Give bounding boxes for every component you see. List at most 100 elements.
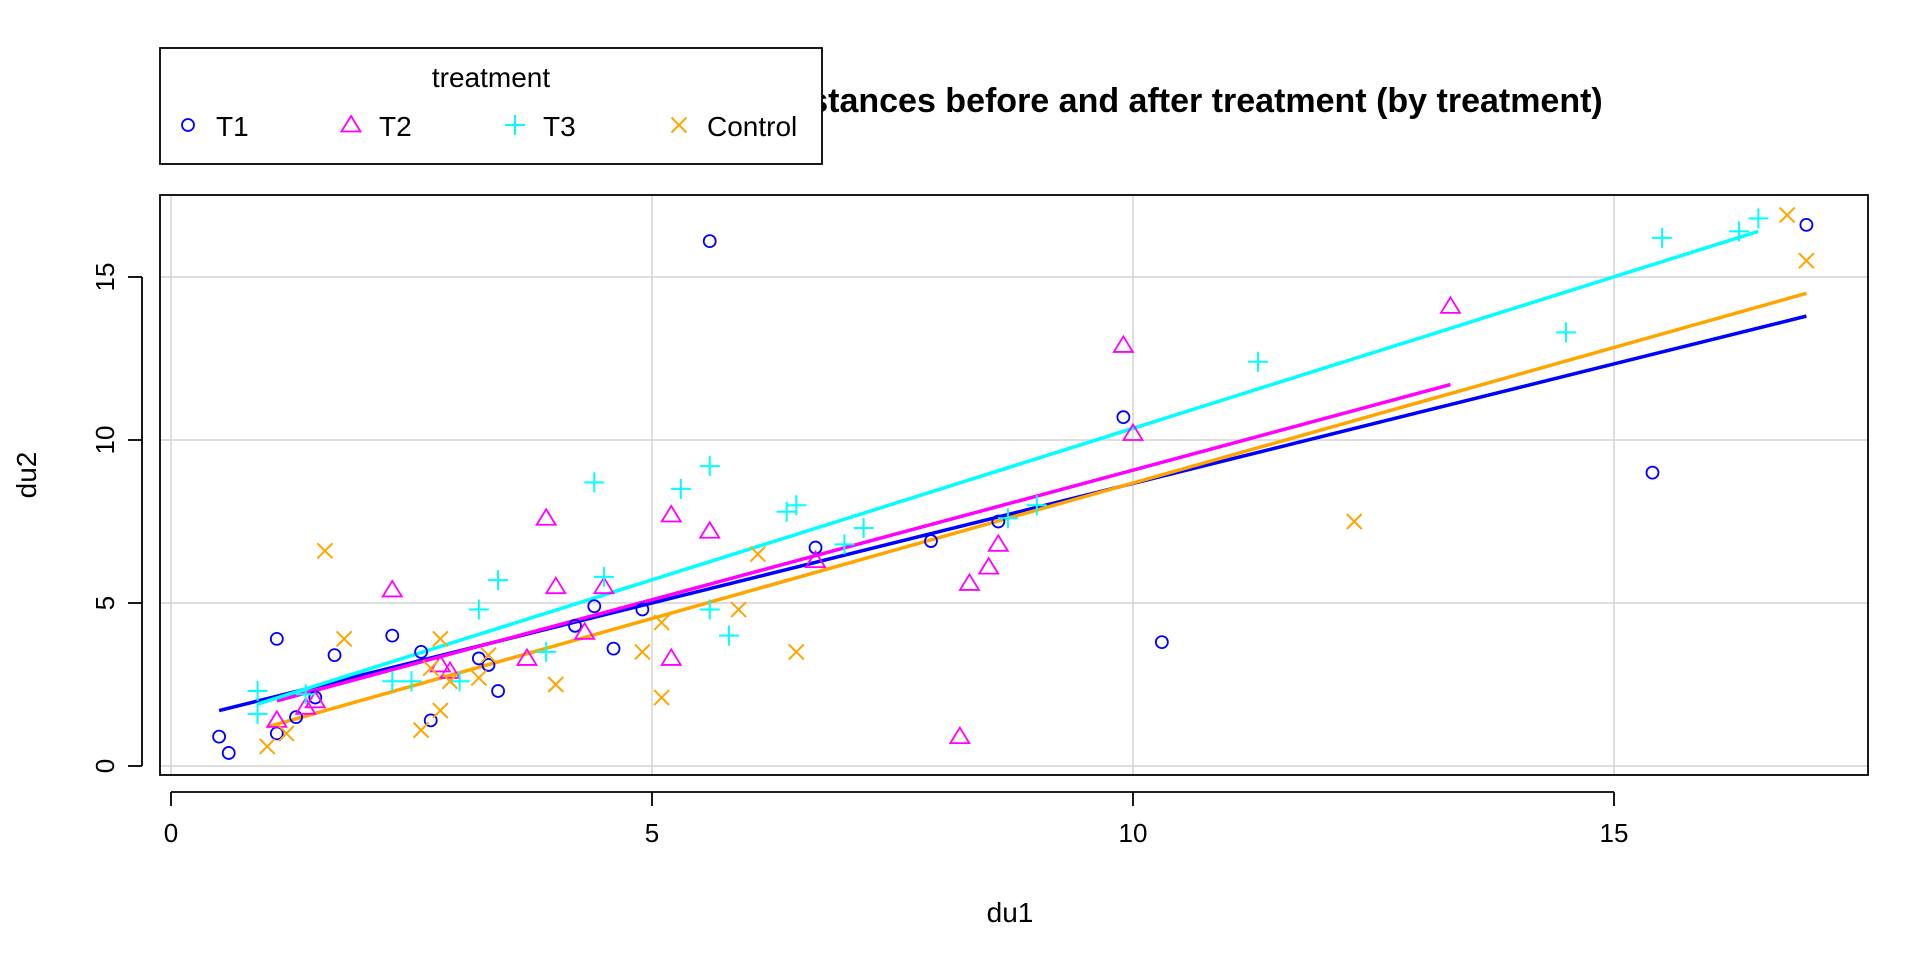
point-control [441, 673, 459, 690]
point-control [1346, 513, 1363, 530]
point-t1 [606, 641, 621, 656]
point-t3 [468, 599, 489, 620]
point-control [730, 601, 747, 618]
legend-marker-t3 [505, 115, 525, 135]
x-tick-label: 5 [645, 818, 659, 848]
point-t3 [536, 641, 557, 662]
x-tick-label: 10 [1119, 818, 1148, 848]
legend-title: treatment [432, 62, 550, 93]
point-control [653, 614, 670, 631]
point-t3 [584, 472, 605, 493]
point-t2 [381, 579, 404, 598]
point-t1 [269, 631, 284, 646]
point-t1 [221, 746, 236, 760]
point-t3 [853, 518, 874, 539]
point-control [480, 646, 497, 664]
legend-label-control: Control [707, 111, 797, 142]
point-t2 [1112, 334, 1135, 353]
point-t3 [488, 570, 509, 591]
point-control [316, 542, 334, 560]
legend-marker-t1 [181, 118, 195, 132]
data-points [212, 206, 1815, 760]
point-t2 [1121, 422, 1145, 441]
y-axis: 0 5 10 15 [90, 263, 143, 773]
point-t2 [660, 647, 683, 666]
point-t1 [1799, 217, 1814, 232]
point-control [335, 630, 353, 648]
x-tick-label: 0 [164, 818, 178, 848]
point-t2 [698, 520, 721, 539]
legend-label-t1: T1 [216, 111, 249, 142]
point-t2 [573, 621, 596, 640]
point-t2 [265, 709, 288, 728]
point-control [432, 630, 449, 648]
point-t1 [568, 618, 582, 633]
point-t1 [1116, 410, 1131, 425]
point-t3 [1555, 322, 1576, 343]
point-t2 [515, 647, 539, 666]
point-control [432, 702, 449, 719]
point-t3 [699, 456, 720, 477]
y-tick-label: 15 [90, 263, 120, 292]
legend-marker-control [670, 116, 688, 134]
legend-label-t3: T3 [543, 111, 576, 142]
point-t3 [786, 495, 807, 516]
point-t3 [247, 681, 268, 702]
point-t1 [1645, 465, 1660, 480]
point-control [1778, 206, 1796, 224]
x-axis-label: du1 [987, 897, 1034, 928]
chart-title: Distances before and after treatment (by… [775, 82, 1603, 120]
point-t1 [289, 710, 303, 724]
x-tick-label: 15 [1600, 818, 1629, 848]
grid [160, 195, 1868, 775]
point-t1 [1154, 635, 1169, 650]
point-t1 [991, 514, 1006, 529]
point-t2 [1439, 295, 1462, 314]
point-t3 [593, 566, 614, 587]
point-t2 [294, 696, 317, 715]
point-t3 [1026, 495, 1047, 516]
point-t3 [382, 671, 403, 692]
point-t2 [948, 725, 971, 745]
point-t2 [535, 507, 558, 526]
legend: treatment T1 T2 T3 Control [159, 47, 823, 165]
point-control [278, 725, 295, 742]
point-t1 [414, 645, 429, 659]
legend-marker-t2 [339, 114, 363, 133]
point-t3 [1748, 208, 1769, 229]
point-t1 [924, 534, 938, 548]
point-control [788, 643, 805, 661]
point-t1 [423, 713, 438, 728]
point-t3 [670, 478, 691, 499]
point-t3 [718, 625, 739, 646]
point-t2 [660, 504, 683, 523]
point-t1 [491, 684, 505, 698]
point-t2 [438, 660, 462, 679]
point-control [634, 643, 651, 661]
point-t1 [702, 234, 717, 249]
point-t2 [544, 575, 567, 595]
y-axis-label: du2 [11, 452, 42, 499]
point-t2 [304, 690, 327, 709]
point-t2 [977, 556, 1000, 575]
point-control [749, 545, 767, 563]
point-t2 [987, 533, 1010, 552]
point-t3 [247, 703, 268, 724]
point-t3 [401, 671, 422, 692]
point-t1 [385, 628, 400, 643]
point-t1 [808, 540, 823, 555]
point-control [258, 738, 276, 755]
point-t1 [587, 599, 602, 614]
y-tick-label: 0 [90, 759, 120, 773]
point-t3 [1248, 351, 1269, 372]
point-t1 [327, 648, 342, 663]
point-control [1798, 252, 1815, 269]
legend-label-t2: T2 [379, 111, 412, 142]
point-t3 [1652, 227, 1673, 248]
point-t3 [834, 534, 855, 555]
point-control [412, 721, 430, 739]
point-t2 [592, 575, 616, 595]
point-control [547, 676, 565, 693]
x-axis: 0 5 10 15 [164, 791, 1629, 848]
